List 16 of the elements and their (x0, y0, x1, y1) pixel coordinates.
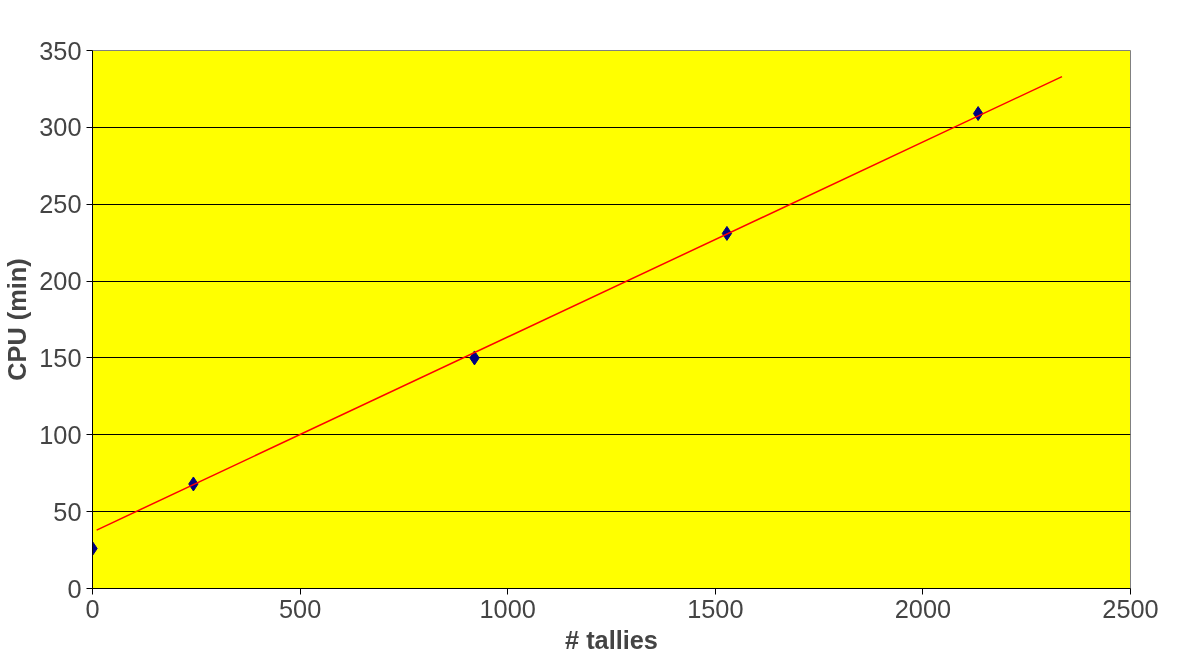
x-tick-label: 2500 (1102, 594, 1159, 623)
y-tick-label: 250 (39, 190, 82, 219)
y-tick-label: 50 (53, 497, 82, 526)
x-tick-label: 1000 (479, 594, 536, 623)
y-tick-label: 300 (39, 113, 82, 142)
y-tick-label: 0 (67, 574, 82, 603)
y-tick-label: 150 (39, 343, 82, 372)
x-axis-title: # tallies (565, 625, 658, 654)
y-axis-title: CPU (min) (3, 258, 32, 381)
y-tick-label: 200 (39, 267, 82, 296)
y-tick-label: 350 (39, 36, 82, 65)
x-tick-label: 0 (85, 594, 100, 623)
x-tick-label: 1500 (687, 594, 744, 623)
x-tick-label: 500 (278, 594, 322, 623)
y-tick-label: 100 (39, 420, 82, 449)
x-tick-label: 2000 (894, 594, 952, 623)
